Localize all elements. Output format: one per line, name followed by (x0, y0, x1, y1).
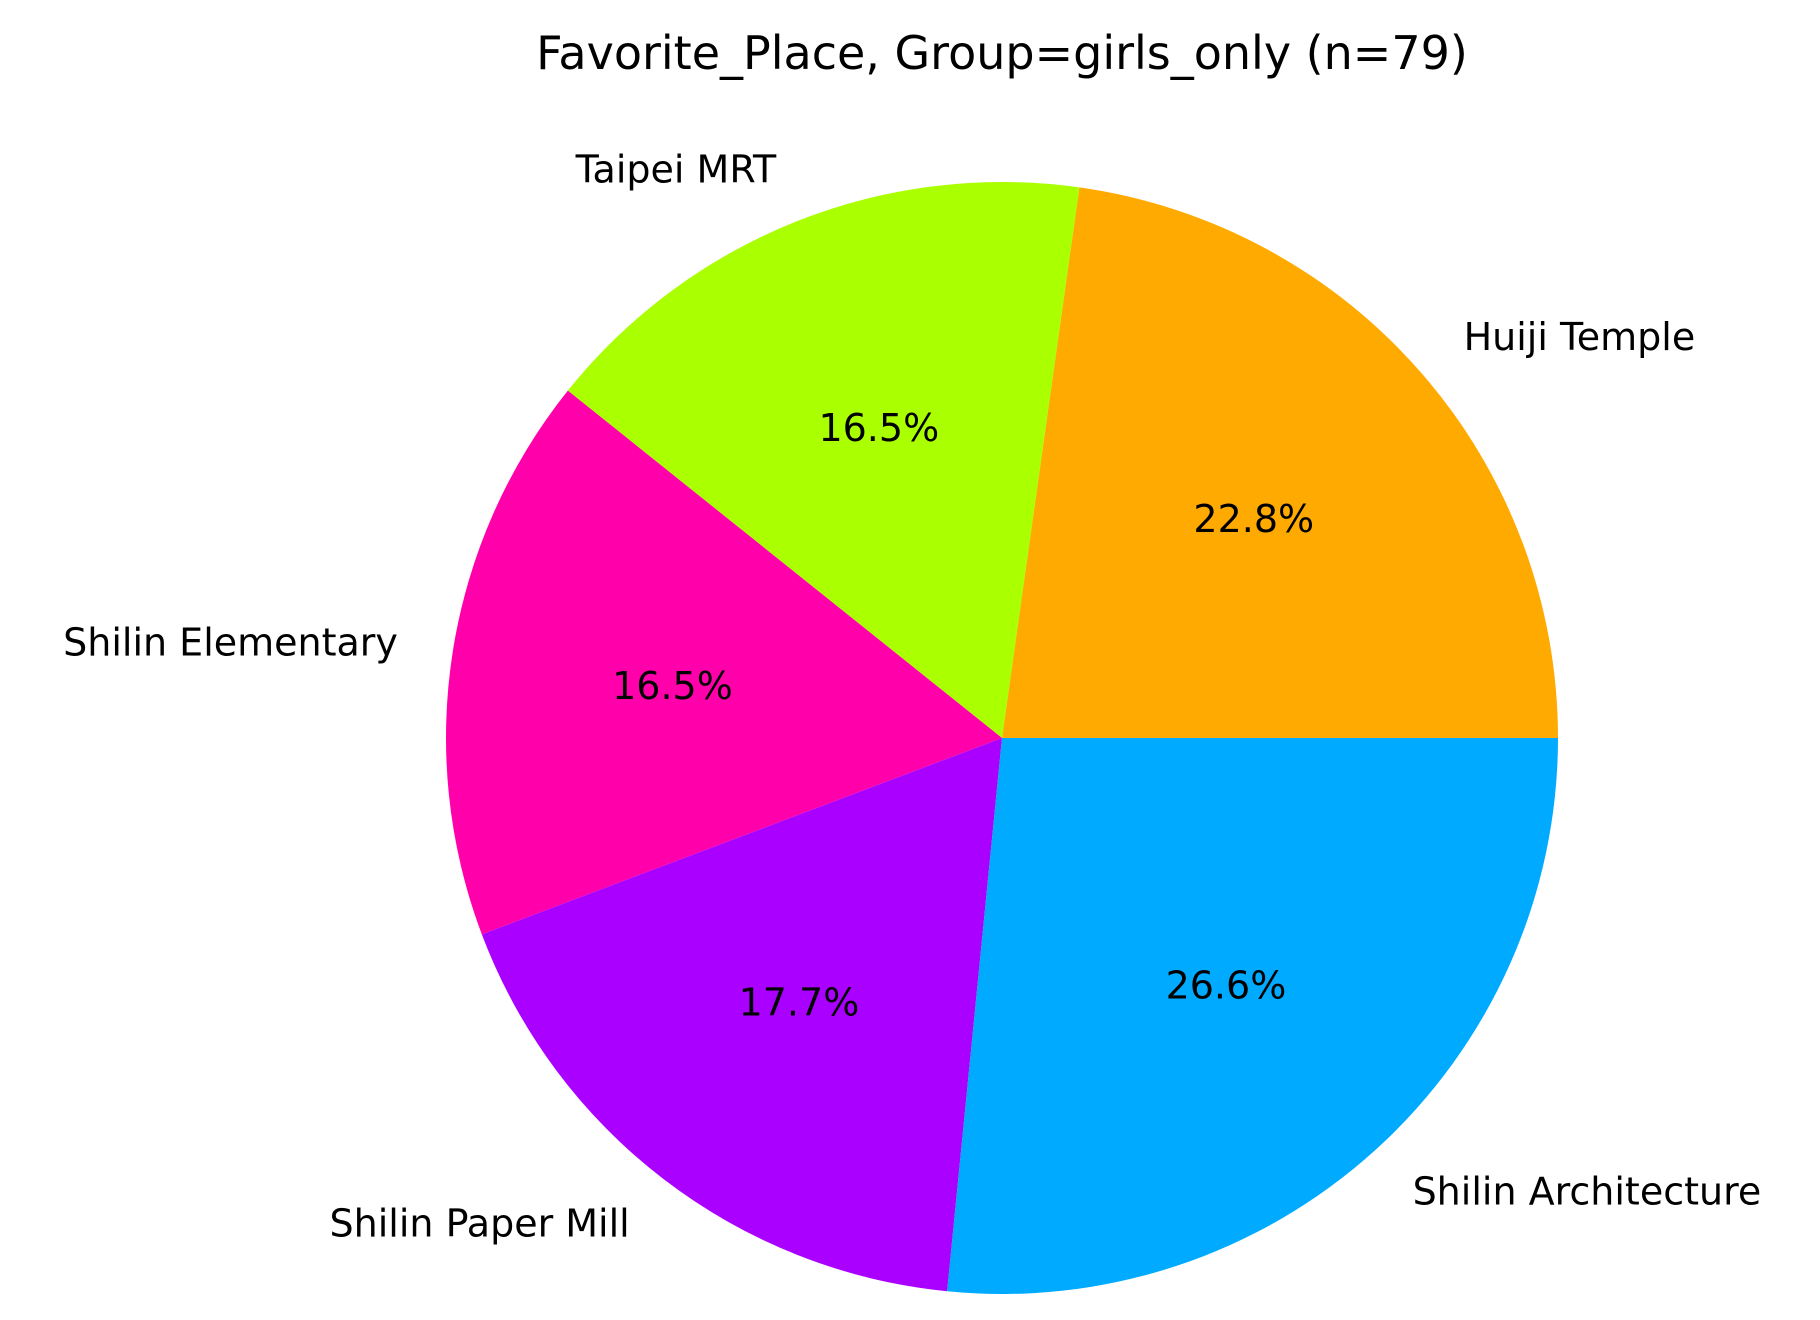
slice-percentage-huiji-temple: 22.8% (1193, 497, 1314, 541)
slice-labels: Huiji Temple Taipei MRT Shilin Elementary S… (63, 148, 1761, 1246)
slice-label-huiji-temple: Huiji Temple (1464, 315, 1696, 359)
pie-slice-shilin-architecture (947, 738, 1558, 1294)
percentage-labels: 22.8% 16.5% 16.5% 17.7% 26.6% (612, 406, 1314, 1025)
slice-label-shilin-elementary: Shilin Elementary (63, 620, 398, 664)
pie-slice-shilin-paper-mill (481, 738, 1002, 1292)
slice-percentage-shilin-paper-mill: 17.7% (739, 981, 860, 1025)
slice-percentage-shilin-elementary: 16.5% (612, 664, 733, 708)
pie-slice-taipei-mrt (567, 182, 1080, 739)
pie-slice-shilin-elementary (446, 390, 1002, 935)
chart-title: Favorite_Place, Group=girls_only (n=79) (536, 26, 1468, 80)
slice-label-taipei-mrt: Taipei MRT (575, 148, 777, 192)
slice-label-shilin-paper-mill: Shilin Paper Mill (330, 1201, 630, 1245)
slice-label-shilin-architecture: Shilin Architecture (1413, 1169, 1762, 1213)
pie-slices (446, 182, 1558, 1294)
pie-slice-huiji-temple (1002, 187, 1558, 739)
slice-percentage-taipei-mrt: 16.5% (818, 406, 939, 450)
slice-percentage-shilin-architecture: 26.6% (1166, 963, 1287, 1007)
